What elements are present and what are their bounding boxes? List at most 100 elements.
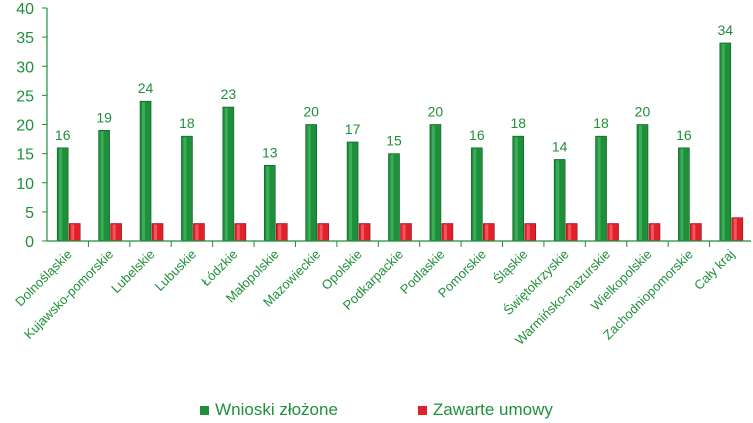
bar-wnioski bbox=[636, 124, 649, 242]
bar-umowy-highlight bbox=[485, 224, 489, 240]
bar-wnioski bbox=[305, 124, 317, 242]
data-labels: 16 19 24 18 23 13 20 17 15 20 16 18 14 18 20 16 34 bbox=[55, 22, 733, 160]
bar-wnioski-highlight bbox=[307, 125, 311, 240]
bar-wnioski-highlight bbox=[597, 137, 601, 240]
data-label: 16 bbox=[469, 127, 485, 143]
legend-item-series-2: Zawarte umowy bbox=[417, 400, 553, 420]
bar-wnioski bbox=[98, 130, 110, 242]
bar-umowy-highlight bbox=[692, 224, 696, 240]
data-label: 16 bbox=[676, 127, 692, 143]
bar-wnioski-highlight bbox=[473, 148, 477, 240]
bar-umowy-highlight bbox=[154, 224, 158, 240]
bar-wnioski bbox=[388, 153, 400, 242]
bar-umowy-highlight bbox=[361, 224, 365, 240]
y-tick-label: 25 bbox=[16, 88, 34, 105]
y-tick-label: 20 bbox=[16, 118, 34, 135]
bar-umowy-highlight bbox=[402, 224, 406, 240]
data-label: 18 bbox=[593, 115, 609, 131]
bar-umowy-highlight bbox=[278, 224, 282, 240]
bar-wnioski bbox=[181, 135, 193, 242]
data-label: 34 bbox=[718, 22, 734, 38]
y-tick-label: 5 bbox=[25, 205, 34, 222]
data-label: 20 bbox=[303, 104, 319, 120]
bar-wnioski-highlight bbox=[224, 108, 228, 241]
x-tick-label: Śląskie bbox=[490, 247, 530, 287]
bar-umowy bbox=[441, 223, 454, 242]
bar-umowy bbox=[400, 223, 412, 242]
bar-umowy-highlight bbox=[195, 224, 199, 240]
x-tick-label: Lubuskie bbox=[152, 247, 199, 294]
y-tick-label: 0 bbox=[25, 234, 34, 251]
data-label: 17 bbox=[345, 121, 361, 137]
data-label: 18 bbox=[510, 115, 526, 131]
bar-umowy bbox=[524, 223, 537, 242]
bar-umowy bbox=[565, 223, 578, 242]
y-tick-label: 40 bbox=[16, 1, 34, 18]
bar-umowy-highlight bbox=[568, 224, 572, 240]
bar-umowy bbox=[151, 223, 164, 242]
bar-umowy bbox=[110, 223, 122, 242]
bar-wnioski bbox=[346, 141, 359, 242]
legend-label-series-2: Zawarte umowy bbox=[432, 400, 553, 419]
bar-umowy-highlight bbox=[71, 224, 75, 240]
bar-umowy bbox=[358, 223, 371, 242]
bar-wnioski bbox=[678, 147, 690, 242]
data-label: 15 bbox=[386, 133, 402, 149]
bar-umowy bbox=[648, 223, 661, 242]
bar-wnioski bbox=[222, 106, 235, 242]
bar-umowy bbox=[275, 223, 288, 242]
bar-umowy bbox=[731, 217, 744, 242]
bar-umowy bbox=[317, 223, 329, 242]
legend-label-series-1: Wnioski złożone bbox=[215, 400, 338, 419]
bar-wnioski bbox=[429, 124, 442, 242]
bar-umowy-highlight bbox=[319, 224, 323, 240]
bar-wnioski-highlight bbox=[266, 166, 270, 240]
y-tick-label: 30 bbox=[16, 59, 34, 76]
data-label: 20 bbox=[428, 104, 444, 120]
bar-umowy bbox=[607, 223, 619, 242]
bar-wnioski-highlight bbox=[349, 142, 353, 240]
bar-wnioski-highlight bbox=[142, 102, 146, 240]
legend: Wnioski złożone Zawarte umowy bbox=[0, 398, 753, 422]
bar-wnioski-highlight bbox=[721, 43, 725, 241]
bar-umowy bbox=[193, 223, 205, 242]
bar-wnioski bbox=[719, 42, 732, 242]
bar-wnioski bbox=[471, 147, 483, 242]
data-label: 16 bbox=[55, 127, 71, 143]
x-axis-labels: DolnośląskieKujawsko-pomorskieLubelskieL… bbox=[12, 241, 737, 348]
axes bbox=[46, 8, 751, 242]
bar-wnioski bbox=[595, 135, 607, 242]
x-tick-label: Cały kraj bbox=[691, 246, 737, 292]
bar-umowy-highlight bbox=[526, 224, 530, 240]
data-label: 18 bbox=[179, 115, 195, 131]
bar-umowy-highlight bbox=[650, 224, 654, 240]
bar-wnioski bbox=[263, 164, 276, 242]
legend-swatch-series-1 bbox=[200, 405, 210, 415]
bar-wnioski-highlight bbox=[390, 154, 394, 240]
bar-wnioski bbox=[553, 159, 566, 242]
bar-umowy bbox=[483, 223, 495, 242]
bar-wnioski-highlight bbox=[59, 148, 63, 240]
y-tick-label: 15 bbox=[16, 147, 34, 164]
y-tick-label: 10 bbox=[16, 176, 34, 193]
x-tick-label: Lubelskie bbox=[108, 247, 157, 296]
bar-umowy bbox=[68, 223, 81, 242]
bar-umowy bbox=[690, 223, 702, 242]
bar-wnioski-highlight bbox=[100, 131, 104, 240]
bar-wnioski-highlight bbox=[183, 137, 187, 240]
bar-wnioski bbox=[512, 135, 525, 242]
y-tick-label: 35 bbox=[16, 30, 34, 47]
bar-wnioski bbox=[56, 147, 69, 242]
bar-wnioski-highlight bbox=[431, 125, 435, 240]
bar-umowy bbox=[234, 223, 247, 242]
bar-umowy-highlight bbox=[733, 218, 737, 240]
bar-wnioski bbox=[139, 100, 152, 242]
data-label: 14 bbox=[552, 138, 568, 154]
data-label: 23 bbox=[221, 86, 237, 102]
legend-item-series-1: Wnioski złożone bbox=[200, 400, 338, 420]
bar-umowy-highlight bbox=[112, 224, 116, 240]
data-label: 13 bbox=[262, 144, 278, 160]
legend-swatch-series-2 bbox=[417, 405, 427, 415]
bar-wnioski-highlight bbox=[514, 137, 518, 240]
